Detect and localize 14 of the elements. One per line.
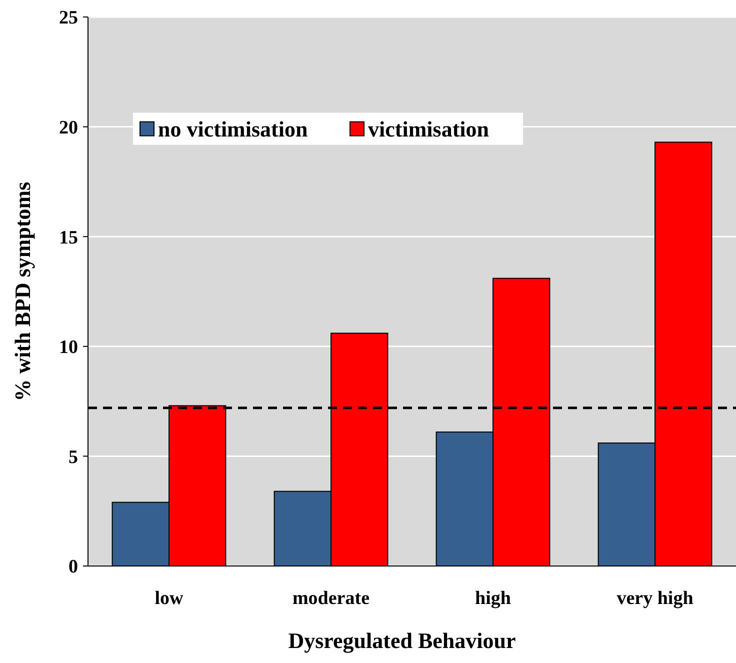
y-tick-label: 5 bbox=[68, 446, 78, 468]
legend-label: no victimisation bbox=[158, 116, 308, 142]
x-tick-label: high bbox=[475, 588, 512, 609]
x-tick-label: very high bbox=[616, 588, 694, 609]
y-tick-label: 20 bbox=[59, 117, 78, 138]
y-tick-label: 0 bbox=[68, 556, 78, 578]
y-tick-label: 15 bbox=[59, 227, 78, 248]
x-tick-label: moderate bbox=[292, 588, 370, 609]
y-axis-title: % with BPD symptoms bbox=[10, 181, 35, 402]
x-tick-label: low bbox=[154, 588, 184, 609]
x-axis-title: Dysregulated Behaviour bbox=[288, 628, 516, 653]
y-tick-label: 25 bbox=[59, 8, 78, 29]
legend-label: victimisation bbox=[368, 116, 489, 142]
y-tick-label: 10 bbox=[59, 337, 78, 358]
